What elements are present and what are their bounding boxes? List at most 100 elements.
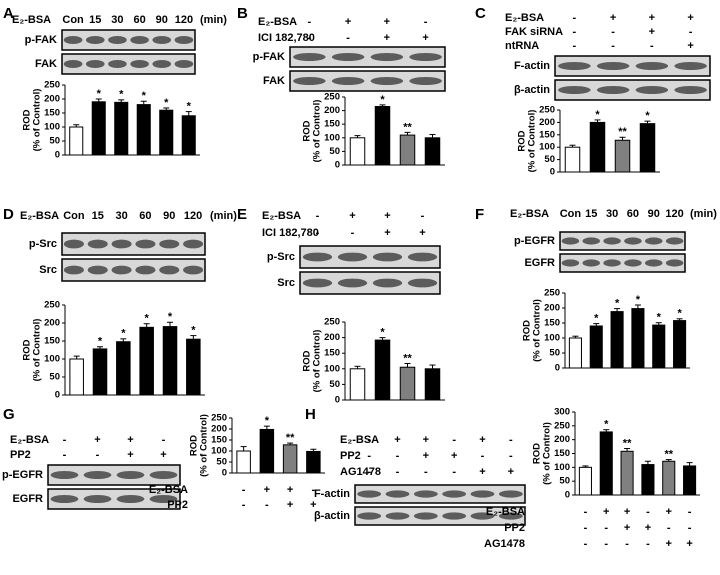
condition-mark: - — [604, 538, 608, 550]
condition-mark: 30 — [115, 210, 127, 222]
bar — [92, 348, 108, 396]
blot-band — [50, 471, 79, 479]
condition-mark: + — [127, 449, 133, 461]
y-axis-label: (% of Control) — [32, 89, 43, 152]
condition-mark: - — [689, 26, 693, 38]
y-tick-label: 250 — [539, 105, 555, 116]
condition-name: E₂-BSA — [262, 210, 301, 222]
blot-band — [116, 471, 145, 479]
blot — [354, 484, 526, 504]
condition-name: ICI 182,780 — [258, 32, 315, 44]
condition-mark: - — [242, 499, 246, 511]
condition-mark: 15 — [92, 210, 104, 222]
condition-mark: - — [509, 434, 513, 446]
blot — [559, 253, 686, 273]
blot-band — [111, 239, 132, 249]
blot-band — [152, 36, 172, 44]
y-tick-label: 0 — [55, 390, 60, 401]
y-tick-label: 150 — [544, 318, 560, 329]
condition-name: FAK siRNA — [505, 26, 563, 38]
blot-band — [624, 237, 642, 245]
blot-band — [50, 495, 79, 503]
condition-mark: Con — [63, 210, 85, 222]
blot-band — [561, 259, 580, 267]
y-axis-label: (% of Control) — [312, 330, 323, 393]
blot-band — [130, 60, 149, 68]
condition-mark: - — [396, 466, 400, 478]
significance: * — [119, 89, 124, 101]
bar — [662, 460, 676, 496]
blot-band — [635, 86, 669, 94]
condition-mark: + — [666, 506, 672, 518]
significance: * — [168, 311, 173, 323]
blot-label: p-Src — [29, 238, 57, 250]
y-axis-label: (% of Control) — [542, 422, 553, 485]
significance: ** — [618, 126, 627, 138]
blot-band — [442, 490, 467, 498]
bar — [424, 368, 441, 401]
blot — [299, 271, 441, 295]
significance: * — [187, 101, 192, 113]
blot-band — [407, 278, 438, 288]
y-axis-label: ROD — [522, 320, 533, 341]
blot-band — [85, 60, 105, 68]
y-tick-label: 100 — [539, 142, 555, 153]
blot — [554, 55, 711, 77]
condition-mark: + — [423, 450, 429, 462]
significance: * — [145, 313, 150, 325]
panel-label: F — [475, 206, 484, 223]
significance: * — [380, 94, 385, 106]
bar — [374, 106, 391, 166]
blot-band — [183, 239, 204, 249]
condition-mark: + — [603, 506, 609, 518]
y-tick-label: 250 — [544, 288, 560, 299]
blot-band — [498, 512, 523, 520]
blot — [554, 79, 711, 101]
condition-mark: + — [624, 522, 630, 534]
blot-band — [159, 239, 180, 249]
blot-band — [582, 237, 600, 245]
bar — [599, 431, 613, 496]
panel-label: A — [3, 5, 14, 22]
blot-band — [63, 265, 84, 275]
condition-mark: + — [610, 12, 616, 24]
y-tick-label: 150 — [324, 348, 340, 359]
condition-mark: + — [645, 522, 651, 534]
blot-band — [674, 62, 707, 70]
blot-band — [357, 490, 382, 498]
y-tick-label: 250 — [554, 420, 570, 431]
y-tick-label: 250 — [44, 300, 60, 311]
significance: * — [98, 336, 103, 348]
condition-name: E₂-BSA — [149, 484, 188, 496]
y-tick-label: 50 — [329, 146, 340, 157]
blot-band — [87, 265, 108, 275]
bar — [639, 123, 656, 173]
condition-mark: 15 — [585, 208, 597, 220]
y-tick-label: 150 — [539, 129, 555, 140]
y-tick-label: 50 — [49, 372, 60, 383]
blot-band — [331, 77, 365, 85]
bar — [652, 324, 666, 369]
significance: * — [677, 308, 682, 320]
condition-mark: - — [688, 522, 692, 534]
blot-band — [293, 53, 326, 61]
blot-label: FAK — [263, 75, 285, 87]
bar — [399, 366, 416, 401]
bar — [568, 337, 582, 369]
y-axis-label: ROD — [302, 120, 313, 141]
y-tick-label: 100 — [211, 446, 227, 457]
condition-mark: - — [63, 434, 67, 446]
condition-mark: - — [481, 450, 485, 462]
blot-band — [337, 278, 368, 288]
y-axis-label: (% of Control) — [199, 414, 210, 477]
blot-label: F-actin — [314, 488, 350, 500]
condition-mark: + — [287, 499, 293, 511]
y-tick-label: 100 — [554, 462, 570, 473]
condition-mark: - — [650, 40, 654, 52]
bar — [282, 444, 298, 474]
significance: * — [604, 419, 609, 431]
blot-band — [603, 237, 621, 245]
condition-mark: + — [687, 12, 693, 24]
y-axis-label: (% of Control) — [32, 319, 43, 382]
y-tick-label: 0 — [222, 468, 227, 479]
